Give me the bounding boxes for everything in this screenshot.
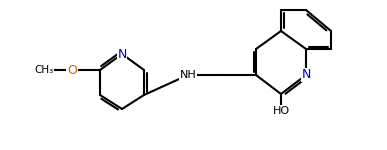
Text: O: O <box>67 63 77 76</box>
Text: N: N <box>301 69 311 81</box>
Text: NH: NH <box>180 70 196 80</box>
Text: N: N <box>117 48 127 60</box>
Text: HO: HO <box>272 106 289 116</box>
Text: CH₃: CH₃ <box>34 65 54 75</box>
